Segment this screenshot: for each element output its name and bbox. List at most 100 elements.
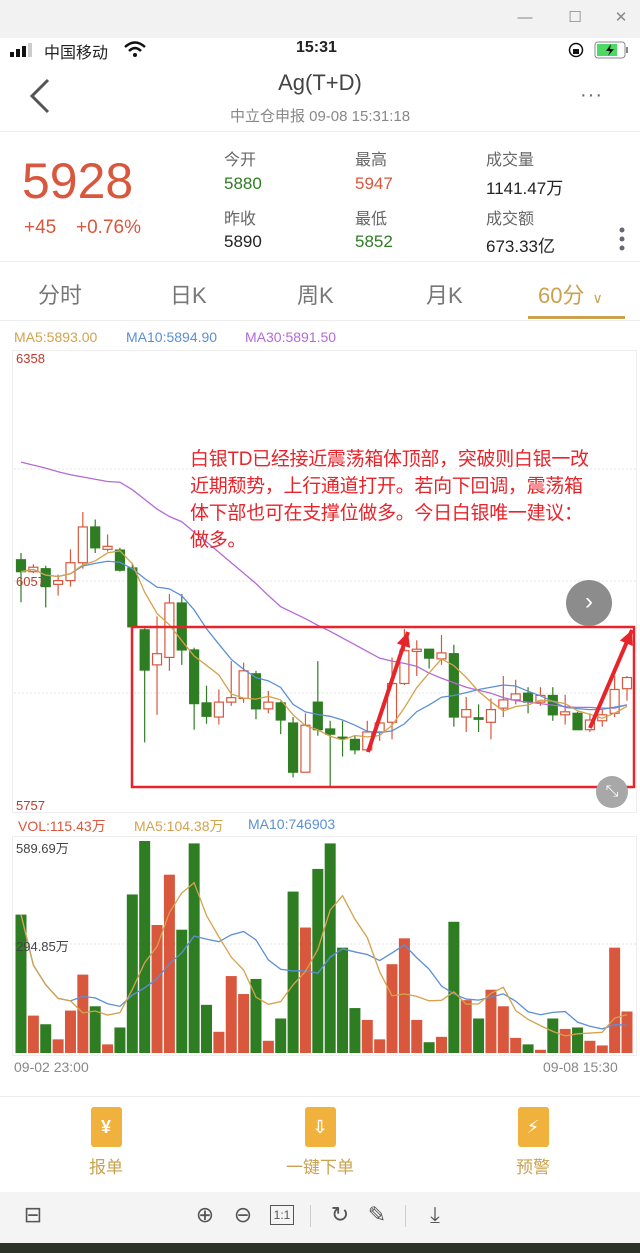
volume-bar: [547, 1018, 559, 1053]
pencil-icon[interactable]: ✎: [367, 1202, 387, 1227]
viewer-toolbar: [0, 1192, 640, 1244]
volume-bar: [262, 1040, 274, 1053]
volume-bar: [188, 843, 200, 1053]
order-button[interactable]: ¥ 报单: [46, 1107, 166, 1178]
carrier-label: 中国移动: [44, 45, 109, 62]
volume-bar: [27, 1015, 39, 1053]
tab-weekly-k[interactable]: 周K: [297, 283, 334, 308]
volume-bar: [596, 1045, 608, 1053]
candle-body: [448, 653, 459, 718]
tab-60min[interactable]: 60分 ∨: [538, 278, 603, 310]
zoom-out-icon[interactable]: ⊖: [233, 1202, 253, 1227]
volume-bar: [126, 894, 138, 1053]
orientation-lock-icon: [568, 42, 584, 58]
maximize-button[interactable]: ☐: [568, 9, 582, 26]
price-min-label: 5757: [16, 798, 45, 813]
ma5-line: [20, 550, 628, 741]
tab-monthly-k[interactable]: 月K: [426, 283, 463, 308]
candlestick-chart[interactable]: [0, 0, 640, 1100]
volume-bar: [324, 843, 336, 1053]
annotation-line: 做多。: [190, 530, 247, 551]
close-button[interactable]: ✕: [614, 9, 628, 26]
nav-bar: Ag(T+D) 中立仓申报 09-08 15:31:18 ···: [0, 62, 640, 132]
volume-value: 1141.47万: [486, 179, 564, 198]
candle-body: [238, 670, 249, 700]
candle-body: [164, 602, 175, 659]
toolbar-divider: [405, 1205, 406, 1227]
volume-bar: [398, 938, 410, 1053]
volume-bar: [151, 925, 163, 1053]
candle-body: [485, 708, 497, 723]
quote-panel: 5928 +45 +0.76% 今开 5880 昨收 5890 最高 5947 …: [0, 132, 640, 262]
ma30-line: [20, 461, 628, 709]
prev-close-label: 昨收: [224, 211, 257, 228]
volume-max-label: 589.69万: [16, 841, 69, 856]
candle-body: [201, 702, 212, 717]
candle-body: [213, 701, 224, 718]
price-max-label: 6358: [16, 351, 45, 366]
rotate-icon[interactable]: ↻: [330, 1202, 350, 1227]
volume-bar: [275, 1018, 287, 1053]
signal-icon: [10, 43, 32, 57]
page-title: Ag(T+D): [278, 70, 362, 95]
ma10-line: [20, 560, 628, 734]
candle-body: [275, 702, 286, 721]
arrow-shaft: [366, 631, 410, 753]
layout-icon[interactable]: ⊟: [23, 1202, 43, 1227]
volume-bar: [225, 976, 237, 1053]
volume-bar: [510, 1037, 522, 1053]
back-icon[interactable]: [26, 78, 54, 114]
lightning-icon: ⚡: [517, 1107, 549, 1147]
more-icon[interactable]: ···: [580, 84, 603, 106]
high-value: 5947: [355, 174, 393, 193]
price-change: +45: [24, 217, 57, 238]
prev-close-value: 5890: [224, 232, 262, 251]
alert-label: 预警: [516, 1158, 550, 1177]
download-icon[interactable]: ⤓: [430, 1202, 440, 1227]
amount-label: 成交额: [486, 211, 535, 228]
clock: 15:31: [296, 39, 337, 56]
annotation-line: 体下部也可在支撑位做多。今日白银唯一建议：: [190, 503, 583, 524]
volume-bar: [609, 947, 621, 1053]
volume-bar: [201, 1004, 213, 1053]
volume-bar: [312, 868, 324, 1053]
quick-order-button[interactable]: ⇩ 一键下单: [260, 1107, 380, 1178]
zoom-in-icon[interactable]: ⊕: [195, 1202, 215, 1227]
annotation-line: 白银TD已经接近震荡箱体顶部，突破则白银一改: [190, 449, 589, 470]
candle-body: [40, 568, 51, 588]
candle-body: [473, 717, 484, 720]
alert-button[interactable]: ⚡ 预警: [473, 1107, 593, 1178]
arrow-head-icon: [619, 630, 633, 646]
desktop-strip: [0, 1243, 640, 1253]
volume-bar: [89, 1006, 101, 1053]
chevron-down-icon: ∨: [592, 290, 603, 306]
volume-bar: [572, 1027, 584, 1053]
volume-mid-label: 294.85万: [16, 939, 69, 954]
volume-bar: [15, 914, 27, 1053]
candle-body: [263, 701, 274, 710]
download-arrow-icon: ⇩: [304, 1107, 336, 1147]
volume-ma5-line: [20, 881, 628, 1037]
tab-intraday[interactable]: 分时: [38, 283, 83, 308]
volume-bar: [559, 1028, 571, 1053]
next-chevron-button[interactable]: ›: [566, 580, 612, 626]
volume-bar: [448, 921, 460, 1053]
actual-size-icon[interactable]: 1:1: [269, 1205, 295, 1225]
arrow-head-icon: [396, 632, 411, 648]
expand-icon[interactable]: ⤡: [596, 776, 628, 808]
tab-daily-k[interactable]: 日K: [170, 283, 207, 308]
page-subtitle: 中立仓申报 09-08 15:31:18: [229, 108, 411, 125]
vol-ma5-legend: MA5:104.38万: [134, 818, 224, 834]
minimize-button[interactable]: —: [517, 9, 533, 26]
candle-body: [436, 652, 447, 660]
candle-body: [250, 673, 262, 710]
volume-bar: [423, 1042, 435, 1053]
volume-bar: [361, 1019, 373, 1053]
volume-ma10-line: [20, 914, 628, 1030]
high-label: 最高: [355, 152, 388, 169]
volume-bar: [435, 1036, 447, 1053]
volume-bar: [337, 947, 349, 1053]
vertical-more-icon[interactable]: [618, 226, 626, 252]
divider: [0, 320, 640, 321]
volume-chart-frame: [12, 836, 637, 1056]
